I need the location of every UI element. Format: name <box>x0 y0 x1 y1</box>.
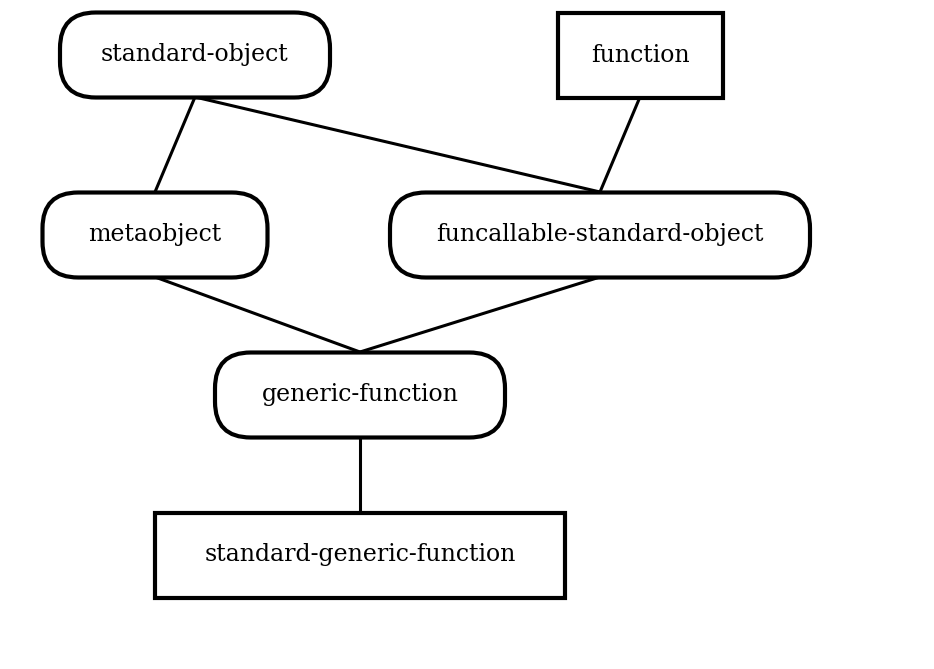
Text: function: function <box>590 43 689 66</box>
Bar <box>558 13 723 98</box>
Text: standard-generic-function: standard-generic-function <box>205 543 516 567</box>
FancyBboxPatch shape <box>60 13 330 98</box>
Text: metaobject: metaobject <box>89 223 221 246</box>
FancyBboxPatch shape <box>390 193 810 278</box>
Bar <box>155 512 565 597</box>
Text: standard-object: standard-object <box>101 43 289 66</box>
FancyBboxPatch shape <box>215 353 505 438</box>
Text: generic-function: generic-function <box>262 383 459 407</box>
Text: funcallable-standard-object: funcallable-standard-object <box>436 223 764 246</box>
FancyBboxPatch shape <box>43 193 267 278</box>
